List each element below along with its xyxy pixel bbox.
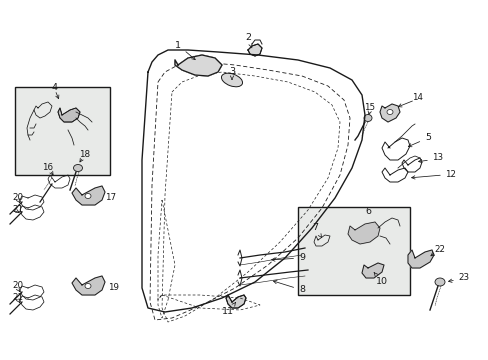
Text: 17: 17: [105, 193, 116, 202]
Text: 22: 22: [434, 246, 445, 255]
Polygon shape: [72, 276, 105, 295]
Ellipse shape: [221, 73, 242, 87]
Ellipse shape: [73, 165, 82, 171]
Text: 4: 4: [52, 84, 58, 93]
Text: 23: 23: [457, 274, 468, 283]
Polygon shape: [379, 104, 399, 122]
Ellipse shape: [434, 278, 444, 286]
Text: 5: 5: [407, 134, 430, 147]
Text: 21: 21: [12, 206, 23, 215]
Text: 7: 7: [311, 224, 321, 238]
Bar: [15, 87, 110, 175]
Text: 3: 3: [228, 68, 235, 80]
Polygon shape: [347, 222, 379, 244]
Text: 6: 6: [364, 207, 370, 216]
Polygon shape: [407, 250, 433, 268]
Text: 14: 14: [412, 94, 423, 103]
Ellipse shape: [386, 109, 392, 114]
Text: 18: 18: [79, 150, 90, 159]
Polygon shape: [72, 186, 105, 205]
Text: 11: 11: [222, 302, 235, 316]
Text: 12: 12: [444, 171, 455, 180]
Text: 9: 9: [271, 253, 305, 262]
Text: 20: 20: [12, 193, 23, 202]
Ellipse shape: [363, 114, 371, 122]
Text: 15: 15: [364, 104, 375, 112]
Text: 1: 1: [175, 40, 195, 60]
Polygon shape: [225, 295, 245, 308]
Text: 2: 2: [244, 33, 251, 48]
Text: 20: 20: [12, 282, 23, 291]
Text: 19: 19: [108, 284, 119, 292]
Ellipse shape: [85, 284, 91, 288]
Text: 10: 10: [373, 273, 387, 287]
Polygon shape: [247, 44, 262, 56]
Ellipse shape: [85, 193, 91, 198]
Text: 13: 13: [431, 153, 442, 162]
Polygon shape: [175, 55, 222, 76]
Text: 21: 21: [12, 293, 23, 302]
Text: 8: 8: [273, 280, 305, 294]
Text: 16: 16: [42, 163, 53, 172]
Bar: [297, 207, 409, 295]
Polygon shape: [361, 263, 383, 278]
Polygon shape: [58, 108, 80, 122]
